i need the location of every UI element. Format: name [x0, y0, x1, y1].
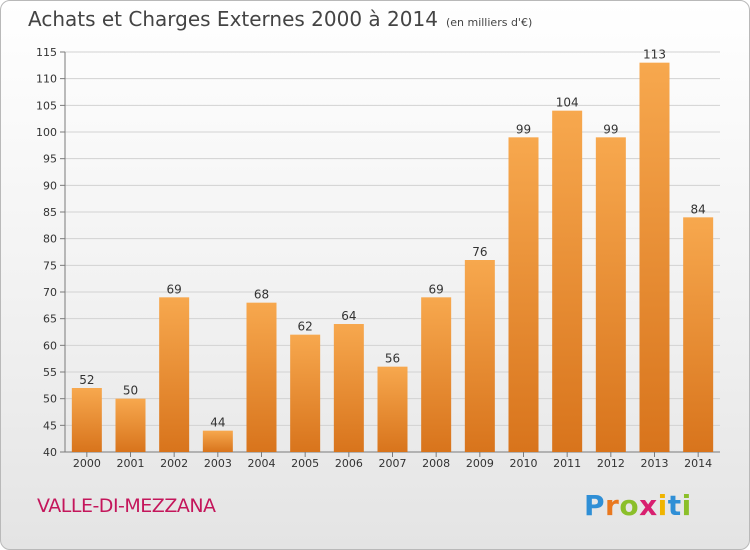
logo-letter: t — [667, 489, 682, 522]
bar-2012 — [595, 137, 626, 453]
data-label: 69 — [167, 282, 182, 296]
bar-2008 — [421, 297, 452, 452]
y-tick-label: 70 — [43, 286, 57, 299]
x-tick-label: 2013 — [641, 457, 669, 470]
y-tick-label: 65 — [43, 313, 57, 326]
data-label: 44 — [210, 416, 225, 430]
logo-letter: i — [657, 489, 668, 522]
x-tick-label: 2012 — [597, 457, 625, 470]
y-tick-label: 105 — [36, 99, 57, 112]
bar-2005 — [290, 334, 321, 452]
x-tick-label: 2000 — [73, 457, 101, 470]
data-label: 99 — [603, 122, 618, 136]
y-tick-label: 80 — [43, 233, 57, 246]
data-label: 50 — [123, 384, 138, 398]
y-tick-labels: 40 45 50 55 60 65 70 75 80 85 90 95 100 105 110 115 — [36, 46, 57, 459]
commune-name: VALLE-DI-MEZZANA — [37, 495, 216, 517]
x-tick-label: 2003 — [204, 457, 232, 470]
y-tick-label: 75 — [43, 259, 57, 272]
chart-title-text: Achats et Charges Externes 2000 à 2014 — [28, 7, 438, 31]
chart-title: Achats et Charges Externes 2000 à 2014 (e… — [28, 7, 532, 31]
x-tick-labels: 2000 2001 2002 2003 2004 2005 2006 2007 2008 2009… — [73, 452, 712, 470]
y-tick-label: 110 — [36, 73, 57, 86]
x-tick-label: 2006 — [335, 457, 363, 470]
chart-subtitle: (en milliers d'€) — [445, 16, 533, 29]
y-tick-label: 100 — [36, 126, 57, 139]
bar-2009 — [464, 260, 495, 452]
bar-2002 — [159, 297, 190, 452]
data-label: 62 — [298, 320, 313, 334]
logo-letter: o — [619, 489, 640, 522]
data-label: 113 — [643, 48, 666, 62]
y-tick-label: 55 — [43, 366, 57, 379]
bar-2001 — [115, 398, 146, 452]
y-tick-label: 85 — [43, 206, 57, 219]
x-tick-label: 2001 — [117, 457, 145, 470]
data-label: 84 — [691, 202, 706, 216]
bar-2006 — [333, 324, 364, 452]
data-label: 52 — [79, 373, 94, 387]
y-tick-label: 90 — [43, 179, 57, 192]
bar-2014 — [683, 217, 714, 452]
y-tick-label: 95 — [43, 153, 57, 166]
y-tick-label: 60 — [43, 339, 57, 352]
logo-letter: P — [584, 489, 606, 522]
x-tick-label: 2008 — [422, 457, 450, 470]
x-tick-label: 2002 — [160, 457, 188, 470]
bar-2004 — [246, 302, 277, 452]
logo-letter: i — [681, 489, 692, 522]
logo-letter: r — [605, 489, 620, 522]
data-label: 69 — [429, 282, 444, 296]
bar-2003 — [202, 430, 233, 452]
data-label: 104 — [556, 96, 579, 110]
bar-2011 — [552, 110, 583, 453]
bar-2010 — [508, 137, 539, 453]
x-tick-label: 2011 — [553, 457, 581, 470]
x-tick-label: 2010 — [510, 457, 538, 470]
data-label: 64 — [341, 309, 356, 323]
bar-2000 — [71, 388, 102, 452]
y-tick-label: 40 — [43, 446, 57, 459]
bar-2007 — [377, 366, 408, 452]
data-labels: 52 50 69 44 68 62 64 56 69 76 99 104 99 113 84 — [79, 48, 706, 430]
data-label: 99 — [516, 122, 531, 136]
bars — [71, 62, 714, 453]
data-label: 68 — [254, 288, 269, 302]
x-tick-label: 2007 — [379, 457, 407, 470]
x-tick-label: 2005 — [291, 457, 319, 470]
x-tick-label: 2004 — [248, 457, 276, 470]
x-tick-label: 2009 — [466, 457, 494, 470]
data-label: 76 — [472, 245, 487, 259]
bar-2013 — [639, 62, 670, 453]
proxiti-logo[interactable]: Proxiti — [584, 489, 692, 522]
y-tick-label: 50 — [43, 393, 57, 406]
data-label: 56 — [385, 352, 400, 366]
logo-letter: x — [639, 489, 658, 522]
y-tick-label: 115 — [36, 46, 57, 59]
x-tick-label: 2014 — [684, 457, 712, 470]
y-tick-label: 45 — [43, 419, 57, 432]
